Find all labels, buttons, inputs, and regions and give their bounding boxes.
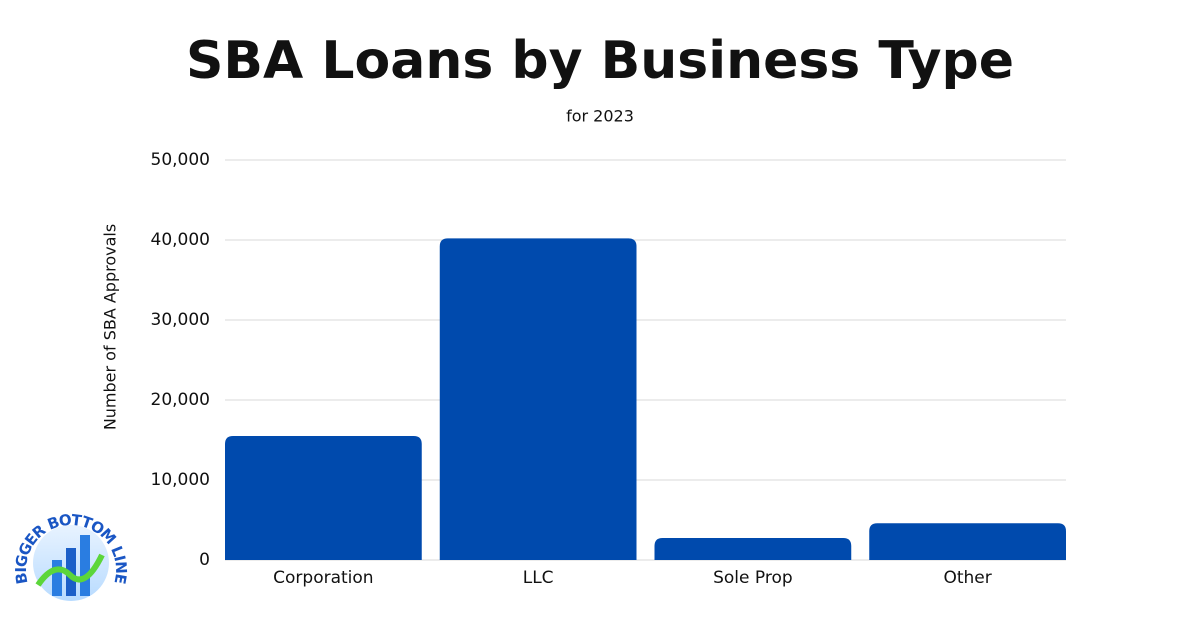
y-axis-label: Number of SBA Approvals <box>101 224 120 430</box>
x-tick-label: Sole Prop <box>713 568 793 588</box>
bar <box>654 538 852 560</box>
chart-title: SBA Loans by Business Type <box>186 31 1014 91</box>
y-tick-label: 20,000 <box>151 390 210 410</box>
x-tick-label: LLC <box>523 568 554 588</box>
y-tick-label: 10,000 <box>151 470 210 490</box>
y-tick-label: 40,000 <box>151 230 210 250</box>
bar <box>439 238 637 560</box>
logo-bar <box>52 560 62 596</box>
chart-subtitle: for 2023 <box>566 107 634 126</box>
logo-bar <box>80 535 90 596</box>
x-tick-label: Corporation <box>273 568 373 588</box>
x-tick-label: Other <box>943 568 991 588</box>
logo-arrow <box>35 553 105 587</box>
y-tick-label: 30,000 <box>151 310 210 330</box>
y-tick-label: 50,000 <box>151 150 210 170</box>
bar <box>225 436 422 560</box>
y-tick-label: 0 <box>199 550 210 570</box>
bar <box>869 523 1066 560</box>
